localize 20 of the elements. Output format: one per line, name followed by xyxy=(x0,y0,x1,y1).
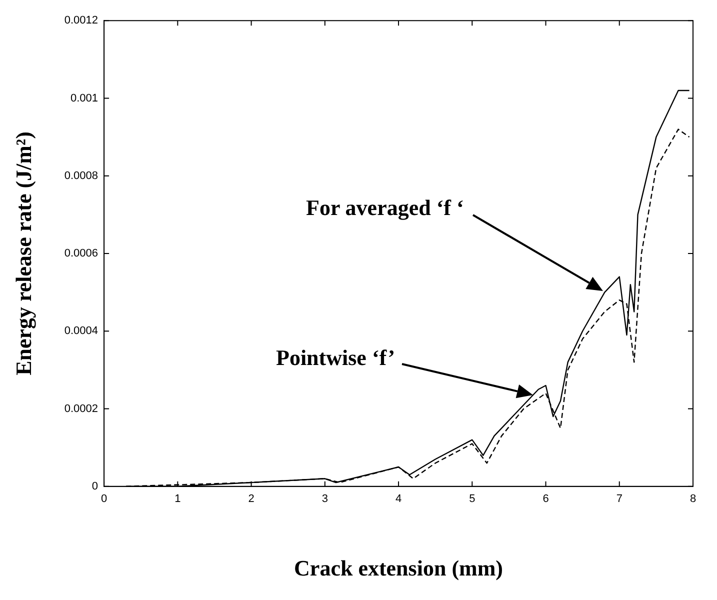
y-tick-label: 0.0006 xyxy=(64,248,98,260)
annotation: Pointwise ‘f’ xyxy=(276,345,396,370)
y-tick-label: 0.0002 xyxy=(64,402,98,415)
annotation: For averaged ‘f ‘ xyxy=(306,195,464,220)
x-axis-title: Crack extension (mm) xyxy=(294,555,504,580)
y-tick-label: 0 xyxy=(92,480,98,492)
y-tick-label: 0.0012 xyxy=(64,14,98,27)
y-tick-label: 0.001 xyxy=(70,92,98,104)
x-tick-label: 6 xyxy=(542,493,549,506)
x-tick-label: 7 xyxy=(616,493,622,506)
x-tick-label: 2 xyxy=(248,493,254,506)
x-tick-label: 0 xyxy=(100,493,108,506)
y-tick-label: 0.0008 xyxy=(64,170,98,182)
x-tick-label: 8 xyxy=(690,493,696,506)
y-tick-label: 0.0004 xyxy=(64,325,98,338)
x-tick-label: 1 xyxy=(174,493,181,506)
x-tick-label: 5 xyxy=(469,493,476,506)
x-tick-label: 4 xyxy=(395,493,402,506)
y-axis-title: Energy release rate (J/m²) xyxy=(10,132,36,376)
x-tick-label: 3 xyxy=(322,493,328,506)
